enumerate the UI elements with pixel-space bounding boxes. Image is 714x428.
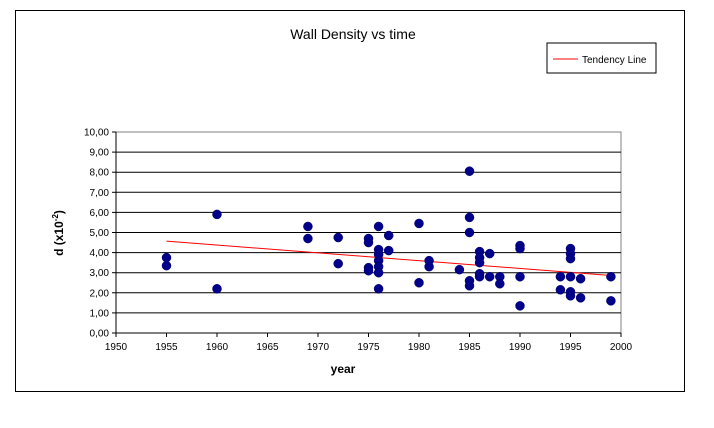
data-point [484, 248, 495, 259]
data-point [303, 221, 313, 232]
y-axis-label: d (x10-2) [51, 210, 66, 256]
x-tick-label: 1950 [105, 342, 128, 353]
data-point [495, 279, 505, 289]
data-point [565, 253, 576, 264]
data-point [373, 284, 384, 294]
legend-box [546, 42, 657, 74]
data-point [212, 209, 222, 220]
data-point [606, 271, 616, 282]
data-point [555, 285, 566, 295]
chart-frame: Wall Density vs time Tendency Line 0,00 1… [15, 10, 685, 392]
data-point [414, 278, 424, 288]
x-tick-label: 1995 [559, 342, 582, 353]
data-point [363, 265, 374, 276]
data-point [484, 271, 495, 282]
x-tick-label: 1975 [357, 342, 380, 353]
data-point [373, 221, 384, 232]
data-point [575, 293, 586, 303]
y-tick-label: 1,00 [90, 308, 110, 319]
chart-title: Wall Density vs time [290, 26, 416, 42]
data-point [303, 233, 313, 244]
data-point [606, 296, 616, 306]
y-tick-label: 10,00 [84, 128, 109, 139]
x-tick-label: 1990 [509, 342, 532, 353]
gridlines [116, 151, 621, 314]
data-point [464, 281, 475, 291]
data-point [474, 271, 485, 282]
data-point [474, 257, 485, 268]
x-tick-label: 1960 [206, 342, 229, 353]
trend-line [166, 240, 611, 277]
data-point [515, 301, 525, 311]
data-point [515, 243, 525, 254]
data-point [464, 227, 475, 238]
y-tick-label: 2,00 [90, 288, 110, 299]
y-tick-label: 8,00 [90, 168, 110, 179]
x-axis-ticks: 1950 1955 1960 1965 1970 1975 1980 1985 1990 1995… [105, 332, 633, 353]
y-tick-label: 3,00 [90, 268, 110, 279]
legend: Tendency Line [546, 42, 657, 74]
data-point [464, 166, 475, 176]
x-tick-label: 2000 [610, 342, 633, 353]
data-point [161, 252, 172, 263]
data-point [333, 258, 343, 269]
x-tick-label: 1955 [155, 342, 178, 353]
data-point [414, 218, 424, 229]
y-tick-label: 4,00 [90, 248, 110, 259]
x-tick-label: 1970 [307, 342, 330, 353]
data-point [515, 271, 525, 282]
y-axis-ticks: 0,00 1,00 2,00 3,00 4,00 5,00 6,00 7,00 8,00 9,00… [84, 128, 117, 340]
data-point [565, 291, 576, 301]
data-point [565, 271, 576, 282]
x-tick-label: 1965 [256, 342, 279, 353]
y-tick-label: 6,00 [90, 208, 110, 219]
x-tick-label: 1985 [458, 342, 481, 353]
data-point [333, 232, 343, 243]
y-tick-label: 9,00 [90, 148, 110, 159]
data-point [383, 230, 394, 241]
data-point [383, 245, 394, 256]
data-points [161, 166, 616, 311]
data-point [575, 273, 586, 284]
x-axis-label: year [331, 362, 356, 376]
legend-trend-label: Tendency Line [582, 55, 647, 66]
data-point [363, 237, 374, 248]
data-point [454, 264, 465, 275]
data-point [555, 271, 566, 282]
y-tick-label: 5,00 [90, 228, 110, 239]
scatter-chart: Wall Density vs time Tendency Line 0,001… [51, 26, 657, 376]
data-point [424, 261, 434, 272]
data-point [161, 260, 172, 271]
y-tick-label: 7,00 [90, 188, 110, 199]
data-point [212, 284, 222, 294]
data-point [464, 212, 475, 223]
y-tick-label: 0,00 [90, 329, 110, 340]
data-point [373, 267, 384, 278]
x-tick-label: 1980 [408, 342, 431, 353]
trend-line-group [166, 240, 611, 277]
